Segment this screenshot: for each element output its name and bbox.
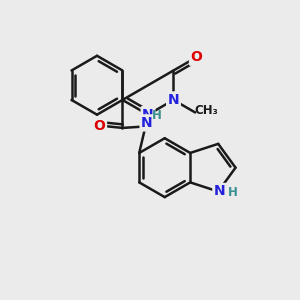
Text: N: N [214, 184, 226, 199]
Text: N: N [141, 116, 153, 130]
Text: O: O [190, 50, 202, 64]
Text: N: N [168, 93, 179, 107]
Text: H: H [227, 187, 237, 200]
Text: N: N [142, 108, 154, 122]
Text: O: O [94, 118, 106, 133]
Text: H: H [152, 109, 162, 122]
Text: CH₃: CH₃ [194, 104, 218, 118]
